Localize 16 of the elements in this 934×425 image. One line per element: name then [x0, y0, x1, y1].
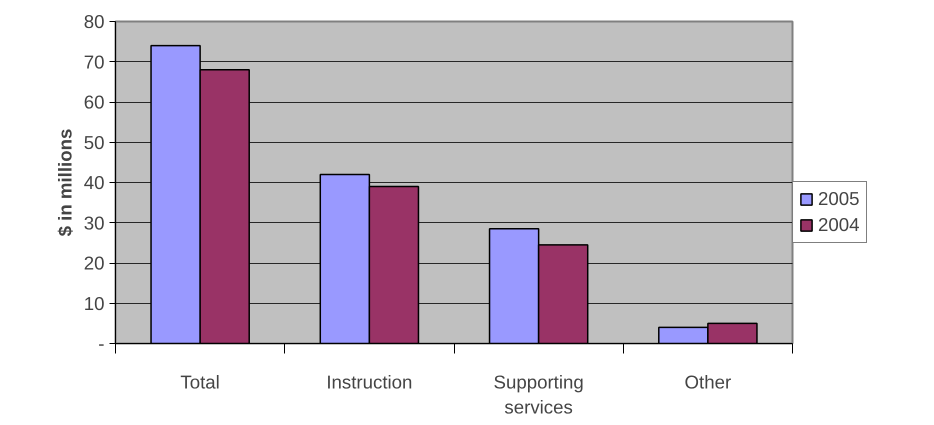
- y-tick-label: 60: [84, 92, 105, 112]
- y-tick-label: 20: [84, 252, 105, 274]
- y-tick-label: -: [98, 333, 105, 354]
- y-tick-label: 70: [84, 51, 105, 72]
- y-tick-label: 50: [84, 132, 105, 153]
- x-tick-label: Instruction: [326, 372, 412, 392]
- y-tick-label: 30: [84, 212, 105, 234]
- legend-label: 2005: [818, 188, 860, 210]
- y-tick-label: 80: [84, 11, 105, 32]
- x-tick-label: Supporting services: [494, 372, 584, 418]
- y-tick-label: 40: [84, 172, 105, 193]
- y-tick-label: 10: [84, 292, 105, 314]
- y-axis-title: $ in millions: [54, 128, 76, 236]
- x-tick-label: Total: [180, 372, 220, 392]
- x-tick-label: Other: [684, 372, 732, 392]
- legend-label: 2004: [818, 214, 860, 236]
